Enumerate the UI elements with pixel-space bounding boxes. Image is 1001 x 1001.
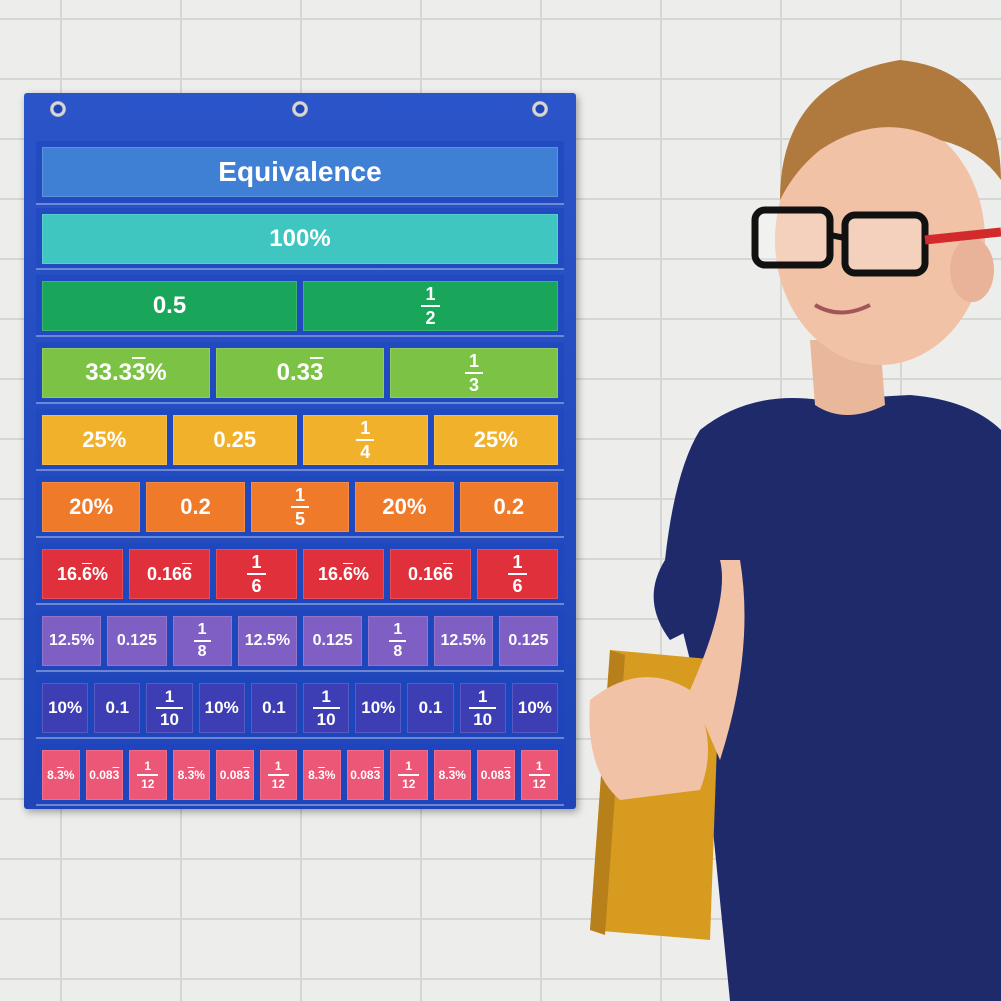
value-card: 0.3 3 [216, 348, 384, 398]
grommet-icon [292, 101, 308, 117]
value-card: 12.5% [433, 616, 493, 666]
chart-row: 20% 0.2 1 5 20% 0.2 [36, 476, 564, 538]
value-card: 25% [42, 415, 167, 465]
value-card: 0.16 6 [390, 549, 471, 599]
pocket-chart: Equivalence 100% 0.5 1 2 33.3 3% 0.3 3 1 3 25% 0.25… [24, 93, 576, 809]
fraction-card: 1 12 [390, 750, 428, 800]
grommet-icon [50, 101, 66, 117]
value-card: 10% [198, 683, 245, 733]
boy-holding-book [589, 60, 1001, 1001]
value-card: 8. 3% [172, 750, 210, 800]
value-card: 10% [355, 683, 402, 733]
value-card: 0.1 [94, 683, 141, 733]
grommet-icon [532, 101, 548, 117]
value-card: 20% [42, 482, 141, 532]
value-card: 0.1 [250, 683, 297, 733]
value-card: 0.25 [172, 415, 297, 465]
chart-title: Equivalence [42, 147, 558, 197]
value-card: 0.08 3 [85, 750, 123, 800]
chart-row: 12.5% 0.125 1 8 12.5% 0.125 1 8 12.5% 0.125 [36, 610, 564, 672]
value-card: 0.125 [303, 616, 363, 666]
fraction-card: 1 12 [129, 750, 167, 800]
value-card: 0.125 [107, 616, 167, 666]
value-card: 16. 6% [303, 549, 384, 599]
fraction-card: 1 10 [303, 683, 350, 733]
value-card: 0.5 [42, 281, 297, 331]
value-card: 0.125 [498, 616, 558, 666]
value-card: 25% [433, 415, 558, 465]
value-card: 0.2 [459, 482, 558, 532]
chart-row: 100% [36, 208, 564, 270]
value-card: 0.08 3 [477, 750, 515, 800]
value-card: 10% [511, 683, 558, 733]
value-card: 100% [42, 214, 558, 264]
value-card: 10% [42, 683, 89, 733]
value-card: 0.2 [146, 482, 245, 532]
title-row: Equivalence [36, 141, 564, 205]
value-card: 12.5% [237, 616, 297, 666]
value-card: 16. 6% [42, 549, 123, 599]
value-card: 0.16 6 [129, 549, 210, 599]
chart-row: 25% 0.25 1 4 25% [36, 409, 564, 471]
fraction-card: 1 10 [146, 683, 193, 733]
fraction-card: 1 12 [520, 750, 558, 800]
fraction-card: 1 12 [259, 750, 297, 800]
chart-row: 33.3 3% 0.3 3 1 3 [36, 342, 564, 404]
value-card: 0.08 3 [216, 750, 254, 800]
value-card: 12.5% [42, 616, 102, 666]
value-card: 33.3 3% [42, 348, 210, 398]
value-card: 8. 3% [433, 750, 471, 800]
chart-row: 0.5 1 2 [36, 275, 564, 337]
value-card: 20% [355, 482, 454, 532]
chart-row: 8. 3% 0.08 3 1 12 8. 3% 0.08 3 1 12 8. 3% 0.08 3 1 12 8. 3%… [36, 744, 564, 806]
value-card: 0.08 3 [346, 750, 384, 800]
chart-row: 16. 6% 0.16 6 1 6 16. 6% 0.16 6 1 6 [36, 543, 564, 605]
value-card: 8. 3% [42, 750, 80, 800]
value-card: 8. 3% [303, 750, 341, 800]
fraction-card: 1 10 [459, 683, 506, 733]
value-card: 0.1 [407, 683, 454, 733]
chart-row: 10% 0.1 1 10 10% 0.1 1 10 10% 0.1 1 10 10% [36, 677, 564, 739]
